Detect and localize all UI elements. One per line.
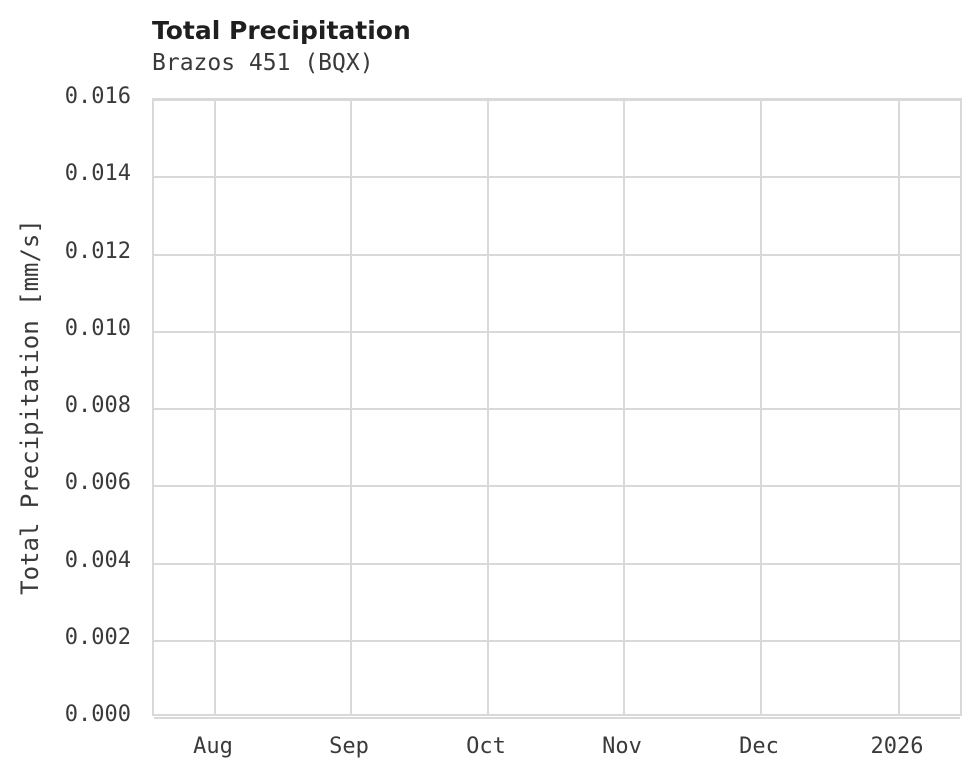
plot-area xyxy=(152,98,962,719)
y-tick-label: 0.004 xyxy=(64,547,131,573)
x-tick-label: 2026 xyxy=(870,734,924,759)
y-tick-label: 0.002 xyxy=(64,624,131,650)
h-gridline xyxy=(154,176,960,179)
h-gridline xyxy=(154,330,960,333)
h-gridline xyxy=(154,562,960,565)
chart-subtitle: Brazos 451 (BQX) xyxy=(152,50,374,76)
h-gridline xyxy=(154,408,960,410)
y-tick-label: 0.014 xyxy=(64,161,131,187)
x-tick-label: Sep xyxy=(329,734,369,759)
v-gridline xyxy=(760,100,762,714)
v-gridline xyxy=(213,100,216,714)
v-gridline xyxy=(349,100,352,714)
x-tick-label: Nov xyxy=(602,734,642,759)
h-gridline xyxy=(154,485,960,488)
y-tick-label: 0.006 xyxy=(64,470,131,496)
v-gridline xyxy=(622,100,625,714)
v-gridline xyxy=(486,100,489,714)
h-gridline xyxy=(154,99,960,101)
h-gridline xyxy=(154,253,960,256)
x-tick-label: Oct xyxy=(466,734,506,759)
x-tick-label: Dec xyxy=(739,734,779,759)
y-tick-label: 0.010 xyxy=(64,315,131,341)
y-tick-label: 0.008 xyxy=(64,393,131,418)
x-tick-label: Aug xyxy=(193,734,233,759)
y-tick-label: 0.000 xyxy=(64,702,131,727)
y-tick-label: 0.016 xyxy=(64,84,131,109)
y-tick-label: 0.012 xyxy=(64,238,131,264)
chart-title: Total Precipitation xyxy=(152,16,411,45)
h-gridline xyxy=(154,717,960,719)
h-gridline xyxy=(154,639,960,642)
v-gridline xyxy=(898,100,901,714)
